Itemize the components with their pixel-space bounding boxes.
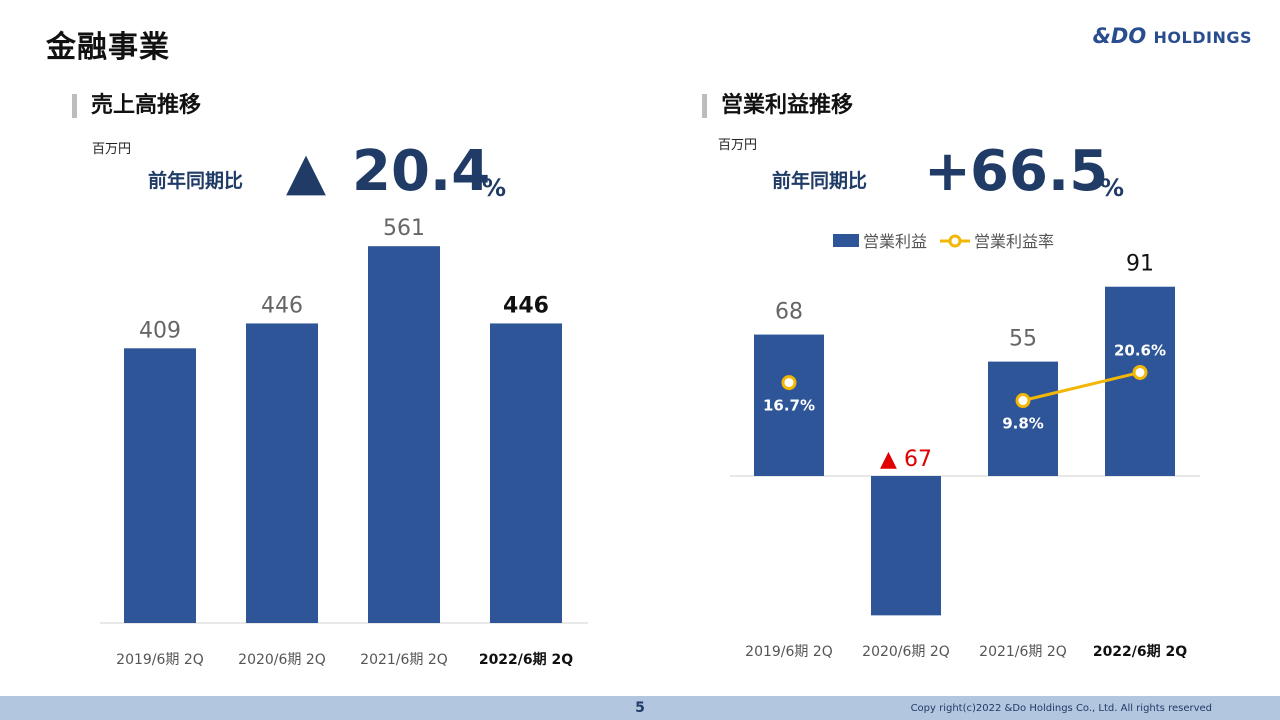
margin-point [781, 375, 797, 391]
sales-bar [124, 348, 196, 623]
profit-heading: 営業利益推移 [702, 94, 853, 118]
sales-category-label: 2021/6期 2Q [360, 652, 448, 668]
sales-chart: 409 2019/6期 2Q 446 2020/6期 2Q 561 2021/6期 2Q 4… [100, 216, 588, 668]
profit-bar [871, 476, 941, 616]
margin-value-label: 9.8% [1002, 415, 1044, 433]
margin-value-label: 16.7% [763, 397, 815, 415]
profit-value-label: 55 [1009, 327, 1037, 352]
profit-chart: 営業利益 営業利益率 68 2019/6期 2Q ▲ 67 2020/6期 2Q 55 202… [730, 232, 1200, 660]
sales-value-label: 409 [139, 318, 181, 343]
profit-category-label: 2019/6期 2Q [745, 644, 833, 660]
page-number: 5 [635, 700, 645, 716]
margin-point [1132, 364, 1148, 380]
sales-value-label: 446 [503, 293, 549, 318]
margin-point [1015, 393, 1031, 409]
sales-category-label: 2019/6期 2Q [116, 652, 204, 668]
sales-value-label: 561 [383, 216, 425, 241]
sales-heading: 売上高推移 [72, 94, 201, 118]
sales-yoy-label: 前年同期比 [148, 170, 244, 192]
profit-category-label: 2021/6期 2Q [979, 644, 1067, 660]
sales-value-label: 446 [261, 293, 303, 318]
sales-yoy-sign: ▲ [286, 142, 326, 202]
profit-value-label: ▲ 67 [880, 447, 932, 472]
page-title: 金融事業 [46, 30, 170, 65]
profit-yoy-value: 66.5 [970, 139, 1109, 204]
legend-line-label: 営業利益率 [974, 232, 1054, 251]
sales-bar [368, 246, 440, 623]
logo-sub: HOLDINGS [1153, 28, 1252, 47]
profit-bar [988, 361, 1058, 476]
copyright: Copy right(c)2022 &Do Holdings Co., Ltd.… [910, 703, 1212, 714]
legend-line-marker [948, 234, 962, 248]
footer-bar [0, 696, 1280, 720]
profit-bar [1105, 286, 1175, 476]
logo-main: &DO [1092, 24, 1147, 48]
company-logo: &DO HOLDINGS [1093, 24, 1252, 48]
sales-category-label: 2022/6期 2Q [479, 652, 573, 668]
profit-yoy-sign: + [924, 139, 971, 204]
sales-bar [490, 323, 562, 623]
sales-yoy-pct: % [482, 174, 507, 202]
profit-category-label: 2020/6期 2Q [862, 644, 950, 660]
profit-yoy-pct: % [1100, 174, 1125, 202]
sales-unit: 百万円 [92, 142, 132, 157]
legend-bar-label: 営業利益 [863, 232, 927, 251]
profit-bar [754, 334, 824, 476]
profit-value-label: 68 [775, 300, 803, 325]
sales-category-label: 2020/6期 2Q [238, 652, 326, 668]
profit-value-label: 91 [1126, 252, 1154, 277]
profit-category-label: 2022/6期 2Q [1093, 644, 1187, 660]
margin-value-label: 20.6% [1114, 341, 1166, 359]
profit-yoy-label: 前年同期比 [772, 170, 868, 192]
sales-bar [246, 323, 318, 623]
sales-yoy-value: 20.4 [352, 139, 491, 204]
legend-bar-swatch [833, 234, 859, 247]
margin-line-segment [1022, 370, 1141, 402]
profit-unit: 百万円 [718, 138, 758, 153]
